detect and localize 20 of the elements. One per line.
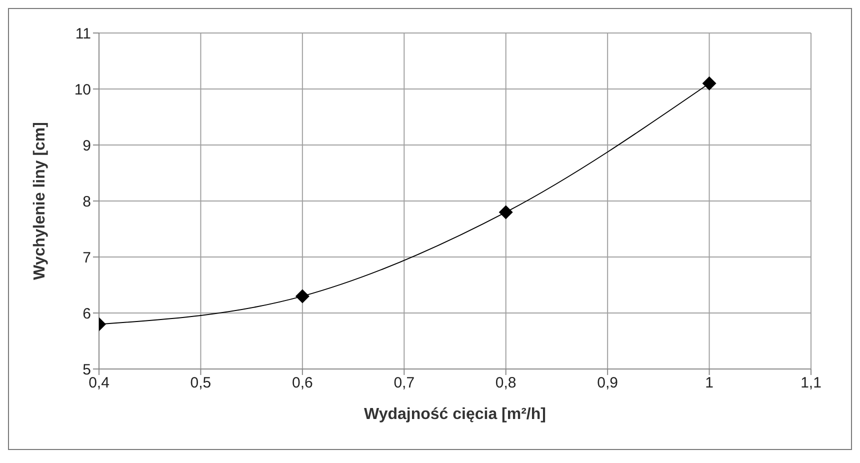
y-tick-label: 5 [82,361,91,378]
x-axis-title: Wydajność cięcia [m²/h] [364,406,546,423]
y-tick-label: 9 [82,137,91,154]
point [498,205,513,220]
x-tick-label: 0,4 [88,374,110,392]
x-tick-label: 0,8 [495,374,516,392]
y-tick-label: 10 [74,81,91,98]
x-tick-label: 1 [705,374,714,392]
point [702,76,716,90]
y-tick-label: 8 [82,193,91,210]
y-axis-title: Wychylenie liny [cm] [32,122,49,280]
y-tick-label: 6 [82,305,91,322]
x-tick-label: 0,9 [597,374,618,392]
x-tick-label: 0,6 [292,374,313,392]
y-tick-label: 7 [82,249,91,266]
x-tick-label: 1,1 [800,374,822,392]
point [295,289,310,304]
x-tick-label: 0,5 [190,374,212,392]
y-tick-label: 11 [75,25,91,42]
x-tick-label: 0,7 [394,374,415,392]
